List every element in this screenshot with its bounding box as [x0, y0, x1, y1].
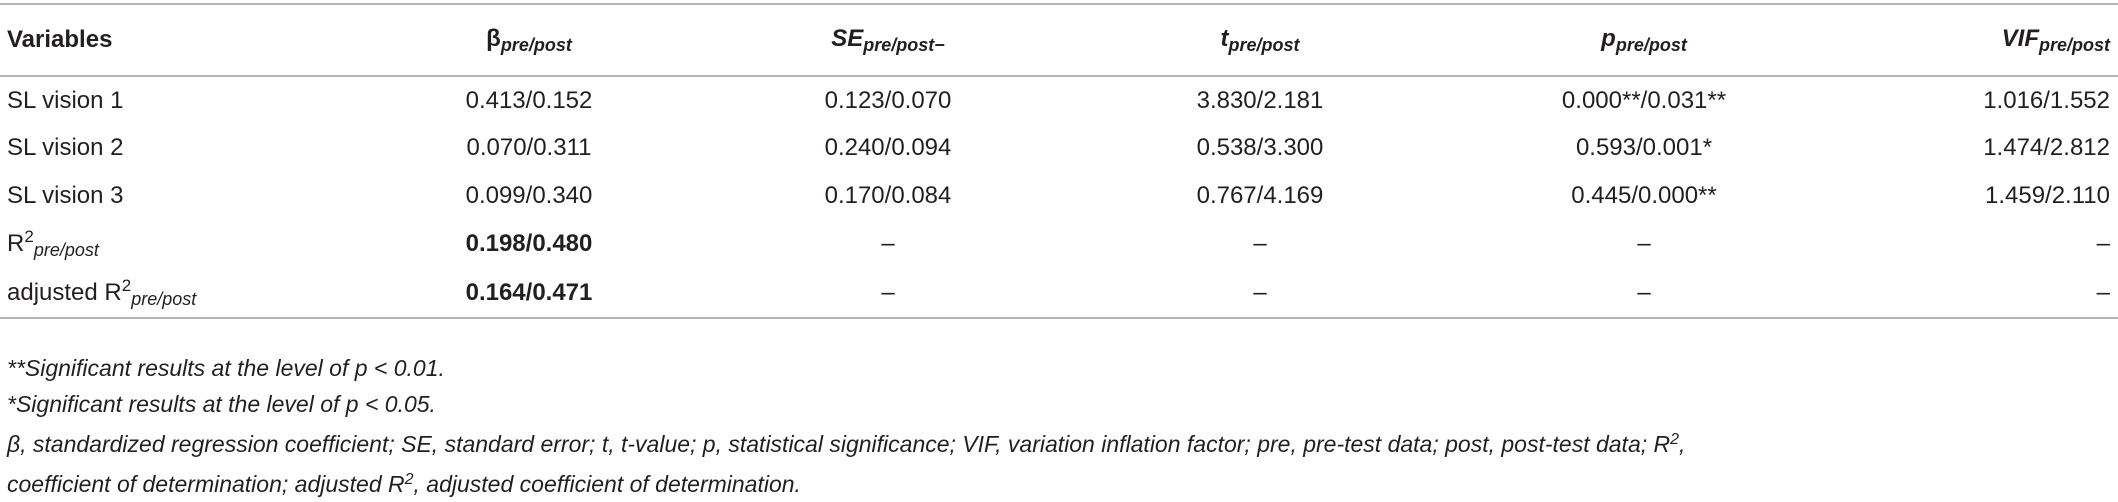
table-cell: 0.099/0.340	[465, 182, 593, 209]
table-cell: 0.164/0.471	[465, 278, 593, 306]
footnote-text: *Significant results at the level of p <…	[7, 391, 436, 417]
table-row: SL vision 3 0.099/0.340 0.170/0.084 0.767/4…	[0, 172, 2118, 220]
column-header: Variables	[0, 4, 360, 76]
subscript: pre/post−	[863, 34, 945, 55]
footnote-text: , adjusted coefficient of determination.	[413, 471, 801, 497]
subscript: pre/post	[1615, 34, 1687, 55]
row-label: SL vision 3	[0, 172, 360, 220]
footnote-text: β, standardized regression coefficient; …	[7, 431, 1671, 457]
column-header: VIFpre/post	[1846, 4, 2118, 76]
table-cell: 0.170/0.084	[824, 182, 952, 209]
table-cell: 1.459/2.110	[1984, 182, 2110, 209]
table-cell: –	[2096, 278, 2110, 306]
column-header: SEpre/post−	[698, 4, 1078, 76]
main-text: β	[486, 24, 501, 52]
table-cell: 3.830/2.181	[1196, 86, 1324, 114]
column-header: βpre/post	[360, 4, 698, 76]
row-label: SL vision 2	[0, 124, 360, 172]
table-cell: –	[1253, 230, 1267, 257]
row-label: adjusted R2pre/post	[0, 268, 360, 318]
footnote-text: **Significant results at the level of p …	[7, 355, 445, 381]
footnote: **Significant results at the level of p …	[7, 350, 2107, 386]
table-cell: 0.538/3.300	[1196, 134, 1324, 161]
superscript: 2	[404, 471, 414, 488]
main-text: R	[7, 230, 25, 257]
table-cell: –	[1637, 278, 1651, 306]
table-cell: –	[1253, 278, 1267, 306]
table-cell: 1.016/1.552	[1983, 86, 2110, 114]
table-cell: –	[881, 278, 895, 306]
superscript: 2	[1670, 431, 1680, 448]
table-cell: 0.593/0.001*	[1575, 134, 1713, 161]
table-cell: 0.198/0.480	[465, 230, 593, 257]
footnote: coefficient of determination; adjusted R…	[7, 462, 2107, 502]
footnote: β, standardized regression coefficient; …	[7, 422, 2107, 462]
table-cell: –	[2096, 230, 2110, 257]
table-cell: 0.767/4.169	[1196, 182, 1324, 209]
subscript: pre/post	[1228, 34, 1300, 55]
superscript: 2	[24, 227, 34, 246]
main-text: adjusted R	[7, 278, 122, 306]
table-row: SL vision 2 0.070/0.311 0.240/0.094 0.538/3…	[0, 124, 2118, 172]
header-row: Variables βpre/post SEpre/post− tpre/post pp…	[0, 4, 2118, 76]
column-header: tpre/post	[1078, 4, 1442, 76]
table-cell: 0.413/0.152	[465, 86, 593, 114]
main-text: p	[1601, 24, 1616, 52]
table-cell: 0.240/0.094	[824, 134, 952, 161]
table-cell: –	[881, 230, 895, 257]
main-text: SE	[831, 24, 864, 52]
table-cell: 0.445/0.000**	[1571, 182, 1717, 209]
subscript: pre/post	[33, 240, 99, 260]
subscript: pre/post	[2038, 34, 2110, 55]
row-label: R2pre/post	[0, 220, 360, 268]
text: SL vision 1	[7, 86, 124, 114]
column-header: ppre/post	[1442, 4, 1846, 76]
table-row: R2pre/post 0.198/0.480 – – – –	[0, 220, 2118, 268]
text: Variables	[7, 26, 113, 53]
footnote-text: ,	[1679, 431, 1686, 457]
table-body: SL vision 1 0.413/0.152 0.123/0.070 3.830/2…	[0, 76, 2118, 318]
superscript: 2	[121, 275, 132, 295]
subscript: pre/post	[500, 34, 572, 55]
subscript: pre/post	[131, 288, 197, 309]
footnotes: **Significant results at the level of p …	[7, 350, 2107, 502]
table-cell: 0.000**/0.031**	[1561, 86, 1727, 114]
text: SL vision 2	[7, 134, 124, 161]
main-text: t	[1220, 24, 1229, 52]
table-cell: –	[1637, 230, 1651, 257]
row-label: SL vision 1	[0, 76, 360, 124]
main-text: VIF	[2001, 24, 2039, 52]
table-row: SL vision 1 0.413/0.152 0.123/0.070 3.830/2…	[0, 76, 2118, 124]
table-cell: 1.474/2.812	[1983, 134, 2110, 161]
footnote-text: coefficient of determination; adjusted R	[7, 471, 405, 497]
footnote: *Significant results at the level of p <…	[7, 386, 2107, 422]
table-row: adjusted R2pre/post 0.164/0.471 – – – –	[0, 268, 2118, 318]
text: SL vision 3	[7, 182, 124, 209]
regression-table: Variables βpre/post SEpre/post− tpre/post pp…	[0, 3, 2118, 319]
table-cell: 0.123/0.070	[824, 86, 952, 114]
table-cell: 0.070/0.311	[466, 134, 592, 161]
table-header: Variables βpre/post SEpre/post− tpre/post pp…	[0, 4, 2118, 76]
